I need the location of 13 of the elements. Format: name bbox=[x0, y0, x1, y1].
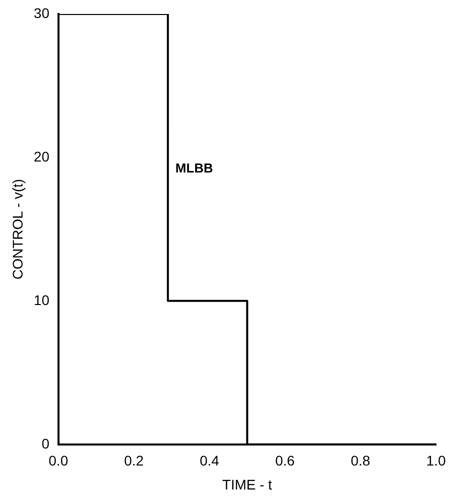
y-tick-label: 20 bbox=[34, 148, 50, 164]
y-axis-title: CONTROL - v(t) bbox=[9, 178, 26, 280]
x-tick-label: 0.6 bbox=[275, 452, 295, 469]
x-tick-label: 1.0 bbox=[426, 452, 446, 469]
x-tick-label: 0.8 bbox=[350, 452, 370, 469]
y-tick-label: 0 bbox=[42, 435, 50, 452]
x-tick-label: 0.2 bbox=[124, 452, 144, 469]
y-tick-label: 30 bbox=[34, 4, 50, 21]
annotation: MLBB bbox=[175, 160, 213, 176]
y-tick-label: 10 bbox=[34, 292, 50, 308]
x-tick-label: 0.0 bbox=[48, 452, 68, 469]
x-tick-label: 0.4 bbox=[200, 452, 220, 469]
x-axis-title: TIME - t bbox=[222, 476, 272, 492]
